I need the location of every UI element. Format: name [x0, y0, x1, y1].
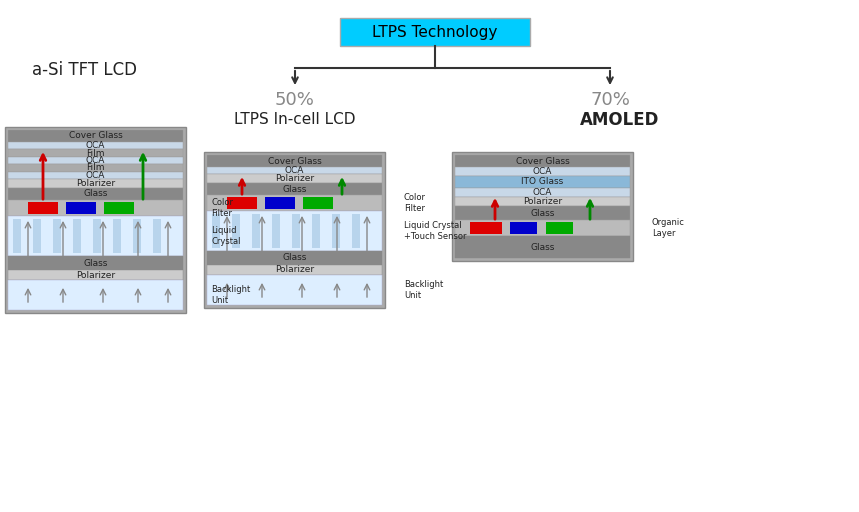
Bar — [8, 280, 183, 310]
Text: OCA: OCA — [533, 167, 552, 176]
Text: OCA: OCA — [285, 166, 304, 175]
Bar — [470, 222, 502, 234]
Text: Liquid Crystal
+Touch Sensor: Liquid Crystal +Touch Sensor — [404, 221, 466, 241]
Text: a-Si TFT LCD: a-Si TFT LCD — [33, 61, 137, 79]
Text: Glass: Glass — [530, 243, 555, 251]
Bar — [265, 197, 295, 209]
Text: OCA: OCA — [86, 156, 105, 165]
Text: Backlight
Unit: Backlight Unit — [404, 280, 443, 300]
Bar — [104, 202, 134, 214]
Bar — [53, 219, 61, 253]
Bar — [207, 275, 382, 305]
Bar — [8, 130, 183, 142]
Text: Organic
Layer: Organic Layer — [652, 218, 685, 238]
Text: Glass: Glass — [530, 208, 555, 218]
Bar — [332, 214, 340, 248]
Bar — [66, 202, 96, 214]
Bar — [232, 214, 240, 248]
Bar — [252, 214, 260, 248]
Bar — [207, 183, 382, 195]
Text: Film: Film — [86, 163, 105, 173]
Bar — [455, 236, 630, 258]
Bar — [8, 149, 183, 157]
Bar — [204, 152, 385, 308]
Bar — [33, 219, 41, 253]
Bar — [207, 211, 382, 251]
Bar — [73, 219, 81, 253]
Text: Polarizer: Polarizer — [523, 197, 562, 206]
Bar — [212, 214, 220, 248]
Bar — [455, 206, 630, 220]
Text: Liquid
Crystal: Liquid Crystal — [211, 226, 241, 246]
Bar — [272, 214, 280, 248]
Text: Cover Glass: Cover Glass — [69, 132, 122, 140]
Bar — [113, 219, 121, 253]
Bar — [455, 167, 630, 176]
Text: Color
Filter: Color Filter — [211, 198, 233, 218]
Bar — [93, 219, 101, 253]
Text: Polarizer: Polarizer — [76, 179, 115, 188]
Text: Glass: Glass — [83, 259, 107, 267]
Bar — [340, 18, 530, 46]
Text: ITO Glass: ITO Glass — [521, 178, 564, 186]
Text: AMOLED: AMOLED — [581, 111, 660, 129]
Bar — [207, 195, 382, 211]
Bar — [455, 188, 630, 197]
Bar — [13, 219, 21, 253]
Bar — [207, 167, 382, 174]
Bar — [510, 222, 537, 234]
Text: LTPS Technology: LTPS Technology — [372, 25, 497, 39]
Bar — [546, 222, 573, 234]
Text: Polarizer: Polarizer — [275, 174, 314, 183]
Bar — [8, 142, 183, 149]
Bar — [8, 164, 183, 172]
Bar — [452, 152, 633, 261]
Bar — [207, 251, 382, 265]
Text: Polarizer: Polarizer — [275, 266, 314, 274]
Text: OCA: OCA — [86, 141, 105, 150]
Text: 70%: 70% — [590, 91, 630, 109]
Bar — [207, 155, 382, 167]
Text: Backlight
Unit: Backlight Unit — [211, 285, 250, 305]
Text: Glass: Glass — [283, 253, 307, 263]
Bar — [207, 174, 382, 183]
Text: Cover Glass: Cover Glass — [268, 157, 321, 165]
Text: OCA: OCA — [533, 188, 552, 197]
Bar — [8, 200, 183, 216]
Bar — [312, 214, 320, 248]
Bar — [455, 220, 630, 236]
Bar — [455, 155, 630, 167]
Text: Film: Film — [86, 148, 105, 158]
Bar — [303, 197, 333, 209]
Text: Cover Glass: Cover Glass — [515, 157, 570, 165]
Bar — [8, 256, 183, 270]
Text: LTPS In-cell LCD: LTPS In-cell LCD — [235, 113, 356, 127]
Bar — [8, 188, 183, 200]
Bar — [8, 270, 183, 280]
Bar — [352, 214, 360, 248]
Bar — [28, 202, 58, 214]
Bar — [5, 127, 186, 313]
Text: 50%: 50% — [275, 91, 315, 109]
Bar — [8, 157, 183, 164]
Bar — [227, 197, 257, 209]
Text: OCA: OCA — [86, 171, 105, 180]
Bar — [133, 219, 141, 253]
Text: Glass: Glass — [83, 189, 107, 199]
Bar — [8, 172, 183, 179]
Text: Polarizer: Polarizer — [76, 270, 115, 280]
Bar — [455, 176, 630, 188]
Text: Color
Filter: Color Filter — [404, 194, 426, 212]
Bar — [207, 265, 382, 275]
Bar — [8, 216, 183, 256]
Bar — [292, 214, 300, 248]
Bar — [455, 197, 630, 206]
Bar — [153, 219, 161, 253]
Text: Glass: Glass — [283, 184, 307, 194]
Bar — [8, 179, 183, 188]
